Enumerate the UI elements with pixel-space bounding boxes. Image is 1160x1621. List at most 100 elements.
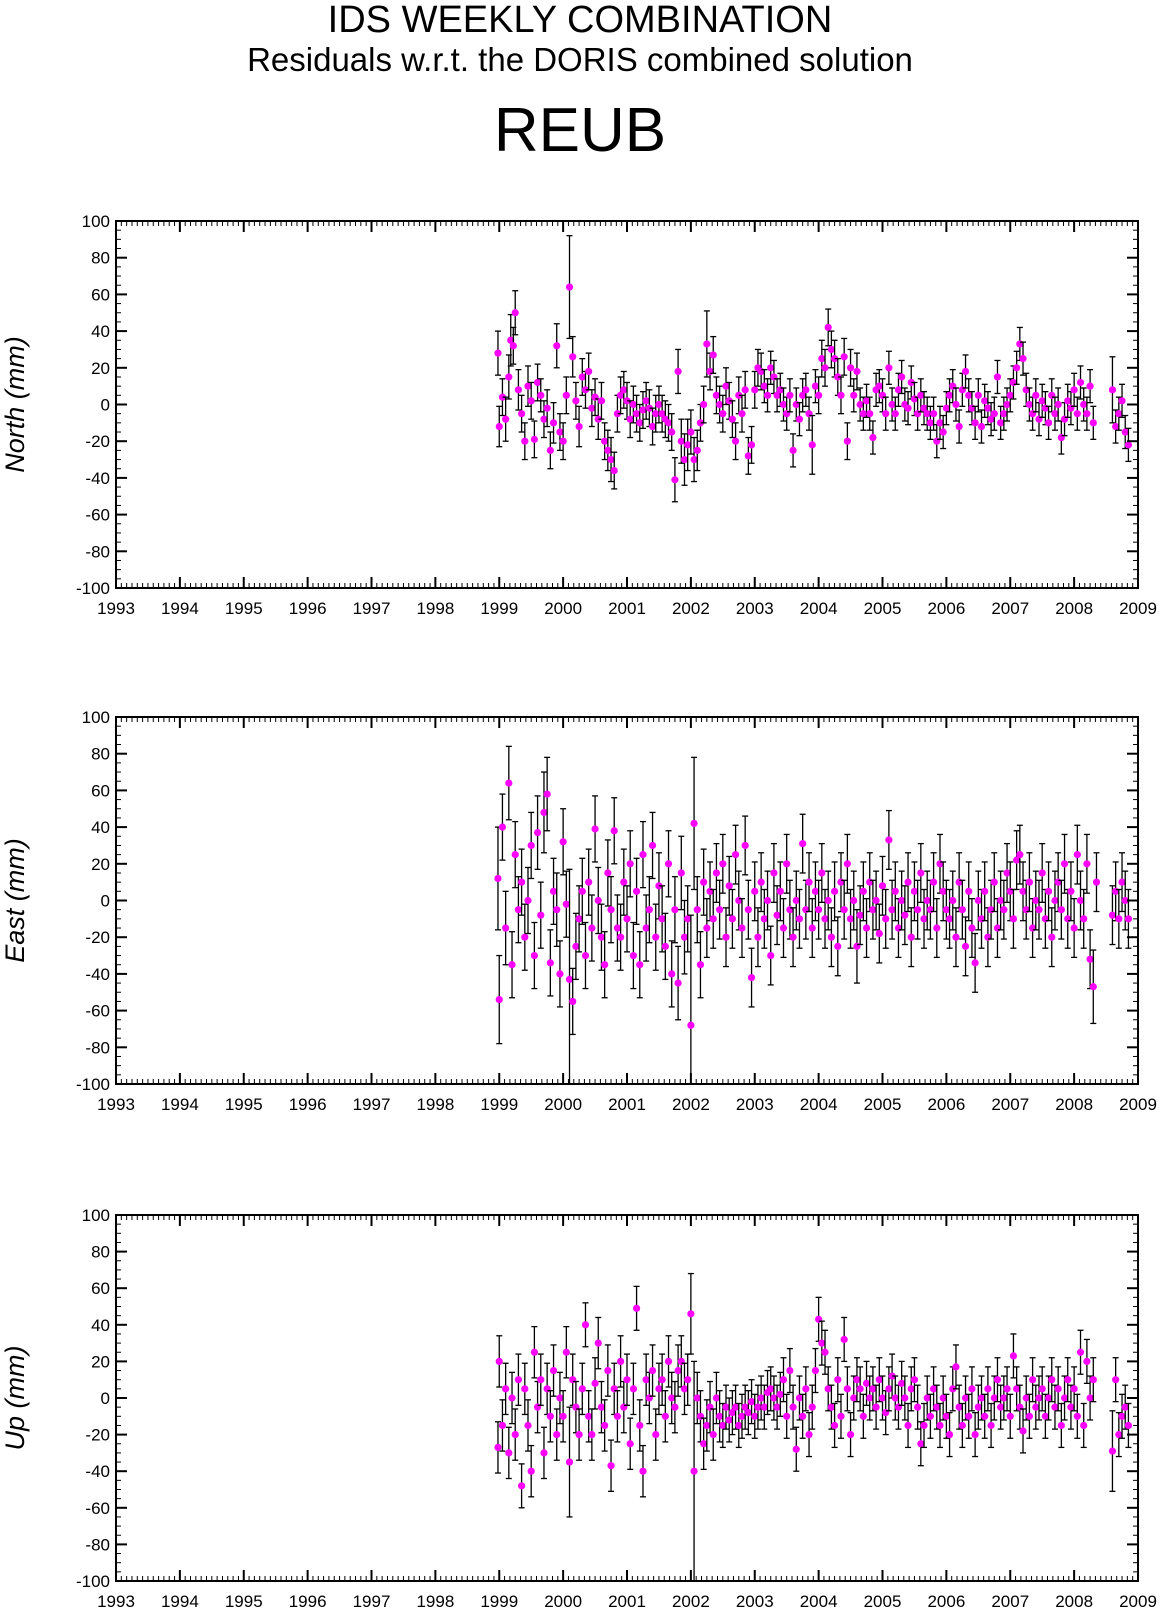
east-marker bbox=[1124, 915, 1133, 923]
north-marker bbox=[648, 422, 657, 431]
north-marker bbox=[1019, 355, 1027, 363]
up-marker bbox=[1032, 1403, 1040, 1411]
north-point bbox=[610, 451, 618, 490]
east-point bbox=[805, 852, 813, 913]
east-marker bbox=[601, 961, 609, 969]
up-marker bbox=[862, 1379, 871, 1387]
north-marker bbox=[981, 397, 989, 405]
up-y-tick-label: 20 bbox=[91, 1352, 110, 1371]
up-point bbox=[744, 1390, 752, 1436]
east-point bbox=[898, 870, 906, 931]
up-y-tick-label: 80 bbox=[91, 1243, 110, 1262]
up-point bbox=[846, 1411, 855, 1458]
north-point bbox=[709, 335, 717, 374]
up-marker bbox=[728, 1409, 736, 1417]
up-point bbox=[850, 1375, 858, 1421]
up-point bbox=[591, 1357, 599, 1410]
up-marker bbox=[537, 1376, 545, 1384]
east-x-tick-label: 2001 bbox=[608, 1095, 646, 1114]
up-marker bbox=[830, 1421, 839, 1430]
east-y-tick-label: -60 bbox=[85, 1002, 110, 1021]
north-marker bbox=[882, 410, 890, 418]
north-point bbox=[632, 394, 641, 433]
up-x-tick-label: 2005 bbox=[864, 1592, 902, 1611]
east-marker bbox=[607, 906, 615, 914]
east-point bbox=[601, 931, 609, 999]
north-marker bbox=[767, 364, 775, 372]
east-marker bbox=[677, 869, 685, 877]
north-marker bbox=[521, 437, 529, 445]
east-marker bbox=[639, 851, 647, 859]
east-marker bbox=[674, 979, 682, 987]
north-marker bbox=[795, 415, 804, 423]
north-marker bbox=[923, 410, 931, 418]
up-point bbox=[1051, 1384, 1059, 1430]
up-marker bbox=[866, 1394, 874, 1402]
east-marker bbox=[495, 995, 503, 1004]
up-marker bbox=[837, 1412, 845, 1420]
east-point bbox=[751, 861, 759, 922]
north-x-tick-label: 1996 bbox=[289, 599, 327, 618]
north-marker bbox=[505, 373, 513, 381]
north-point bbox=[565, 235, 574, 340]
east-point bbox=[815, 879, 823, 940]
up-marker bbox=[843, 1385, 851, 1393]
up-marker bbox=[885, 1385, 893, 1393]
north-point bbox=[629, 385, 637, 424]
north-marker bbox=[607, 455, 615, 464]
north-marker bbox=[862, 397, 871, 405]
up-marker bbox=[617, 1357, 625, 1365]
north-point bbox=[846, 348, 855, 387]
east-point bbox=[993, 898, 1002, 959]
north-x-tick-label: 2006 bbox=[927, 599, 965, 618]
north-marker bbox=[604, 446, 612, 454]
up-point bbox=[754, 1384, 762, 1430]
east-marker bbox=[642, 924, 650, 932]
up-point bbox=[993, 1357, 1002, 1403]
north-point bbox=[1108, 356, 1117, 424]
up-marker bbox=[709, 1431, 717, 1439]
east-point bbox=[942, 879, 950, 940]
north-point bbox=[626, 400, 634, 439]
north-marker bbox=[549, 419, 558, 427]
up-marker bbox=[588, 1431, 596, 1439]
north-point bbox=[652, 394, 660, 433]
up-marker bbox=[981, 1412, 989, 1420]
up-marker bbox=[882, 1409, 890, 1417]
up-marker bbox=[1057, 1421, 1065, 1430]
east-point bbox=[894, 898, 903, 959]
east-panel: 1993 1994 1995 1996 1997 1998 1999 2000 2001 2002… bbox=[0, 708, 1157, 1114]
north-point bbox=[518, 394, 526, 433]
up-marker bbox=[703, 1421, 711, 1430]
north-marker bbox=[1000, 410, 1008, 418]
east-marker bbox=[620, 878, 628, 886]
east-marker bbox=[878, 882, 887, 890]
north-point bbox=[773, 378, 781, 413]
east-point bbox=[949, 870, 957, 931]
east-marker bbox=[843, 860, 851, 868]
up-marker bbox=[811, 1366, 820, 1375]
north-marker bbox=[507, 336, 515, 344]
up-marker bbox=[834, 1376, 842, 1384]
east-marker bbox=[706, 887, 714, 895]
north-marker bbox=[537, 391, 545, 399]
north-x-tick-label: 1994 bbox=[161, 599, 199, 618]
east-marker bbox=[1076, 896, 1085, 905]
up-point bbox=[674, 1344, 682, 1397]
north-point bbox=[546, 431, 554, 470]
east-marker bbox=[664, 860, 673, 868]
north-marker bbox=[623, 397, 631, 405]
north-marker bbox=[738, 410, 746, 418]
up-point bbox=[581, 1302, 590, 1348]
east-point bbox=[770, 842, 778, 903]
east-point bbox=[885, 809, 893, 870]
north-point bbox=[1067, 391, 1075, 426]
east-point bbox=[620, 848, 628, 916]
up-panel: 1993 1994 1995 1996 1997 1998 1999 2000 2001 2002… bbox=[0, 1206, 1157, 1611]
east-x-tick-label: 1999 bbox=[480, 1095, 518, 1114]
east-point bbox=[872, 870, 880, 931]
east-marker bbox=[862, 924, 871, 932]
north-point bbox=[1060, 402, 1069, 437]
east-marker bbox=[581, 951, 590, 960]
east-point bbox=[719, 833, 727, 894]
